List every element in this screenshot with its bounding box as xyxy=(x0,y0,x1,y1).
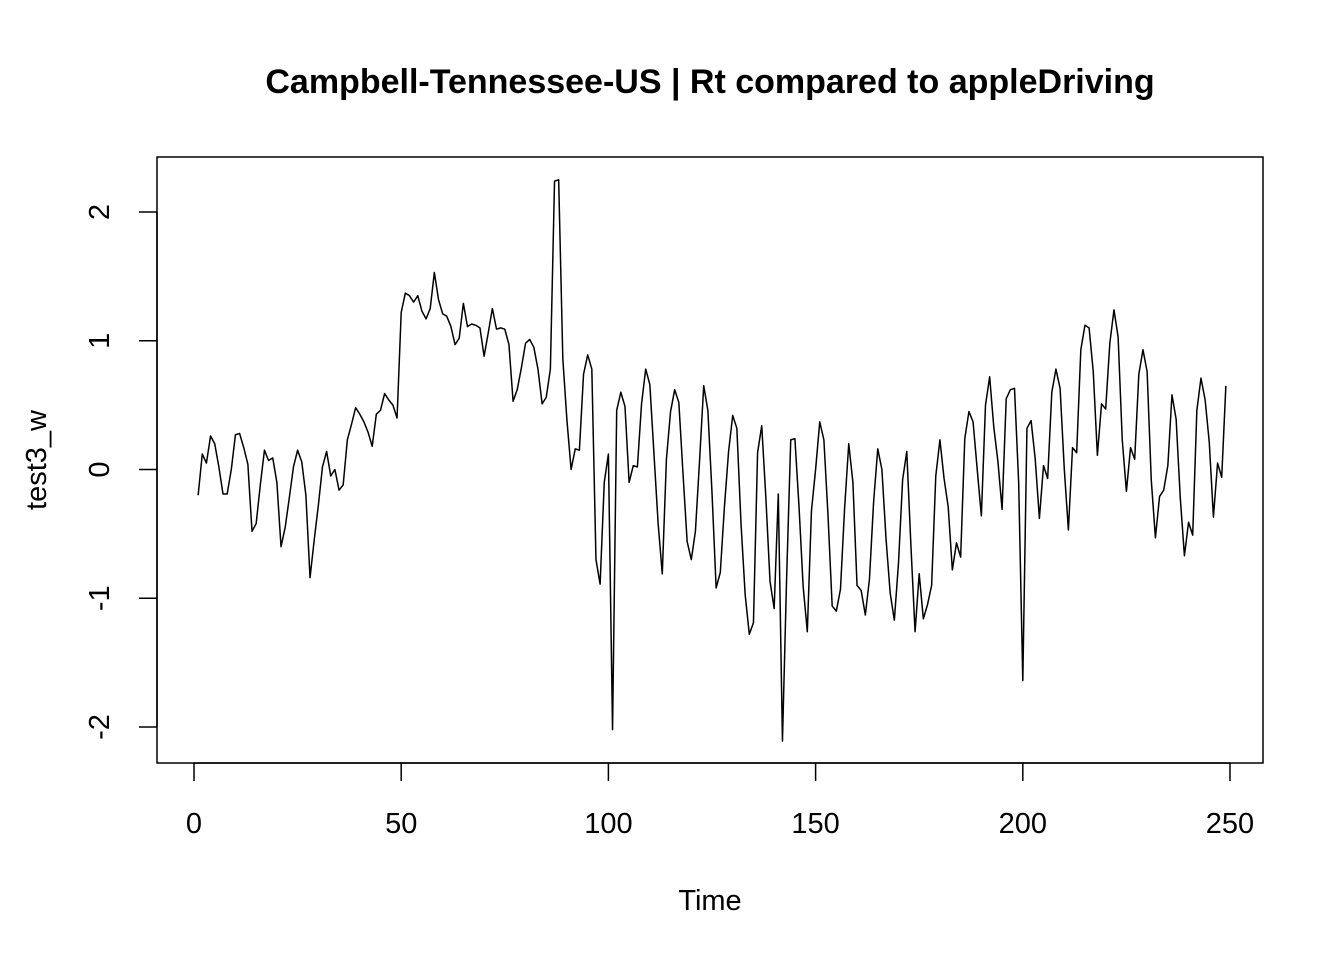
x-tick-label: 50 xyxy=(385,808,417,840)
y-tick-label: -1 xyxy=(84,585,116,611)
y-axis-label: test3_w xyxy=(21,409,53,510)
x-tick-label: 0 xyxy=(186,808,202,840)
x-axis-label: Time xyxy=(678,885,741,917)
y-axis: -2 -1 0 1 2 xyxy=(84,204,158,740)
x-tick-label: 250 xyxy=(1206,808,1254,840)
chart-title: Campbell-Tennessee-US | Rt compared to a… xyxy=(265,63,1154,101)
x-tick-label: 100 xyxy=(584,808,632,840)
series-line xyxy=(197,179,1227,742)
x-axis: 0 50 100 150 200 250 xyxy=(186,762,1254,840)
x-tick-label: 200 xyxy=(999,808,1047,840)
y-tick-label: 1 xyxy=(84,333,116,349)
x-tick-label: 150 xyxy=(791,808,839,840)
y-tick-label: 0 xyxy=(84,461,116,477)
y-tick-label: -2 xyxy=(84,714,116,740)
y-tick-label: 2 xyxy=(84,204,116,220)
